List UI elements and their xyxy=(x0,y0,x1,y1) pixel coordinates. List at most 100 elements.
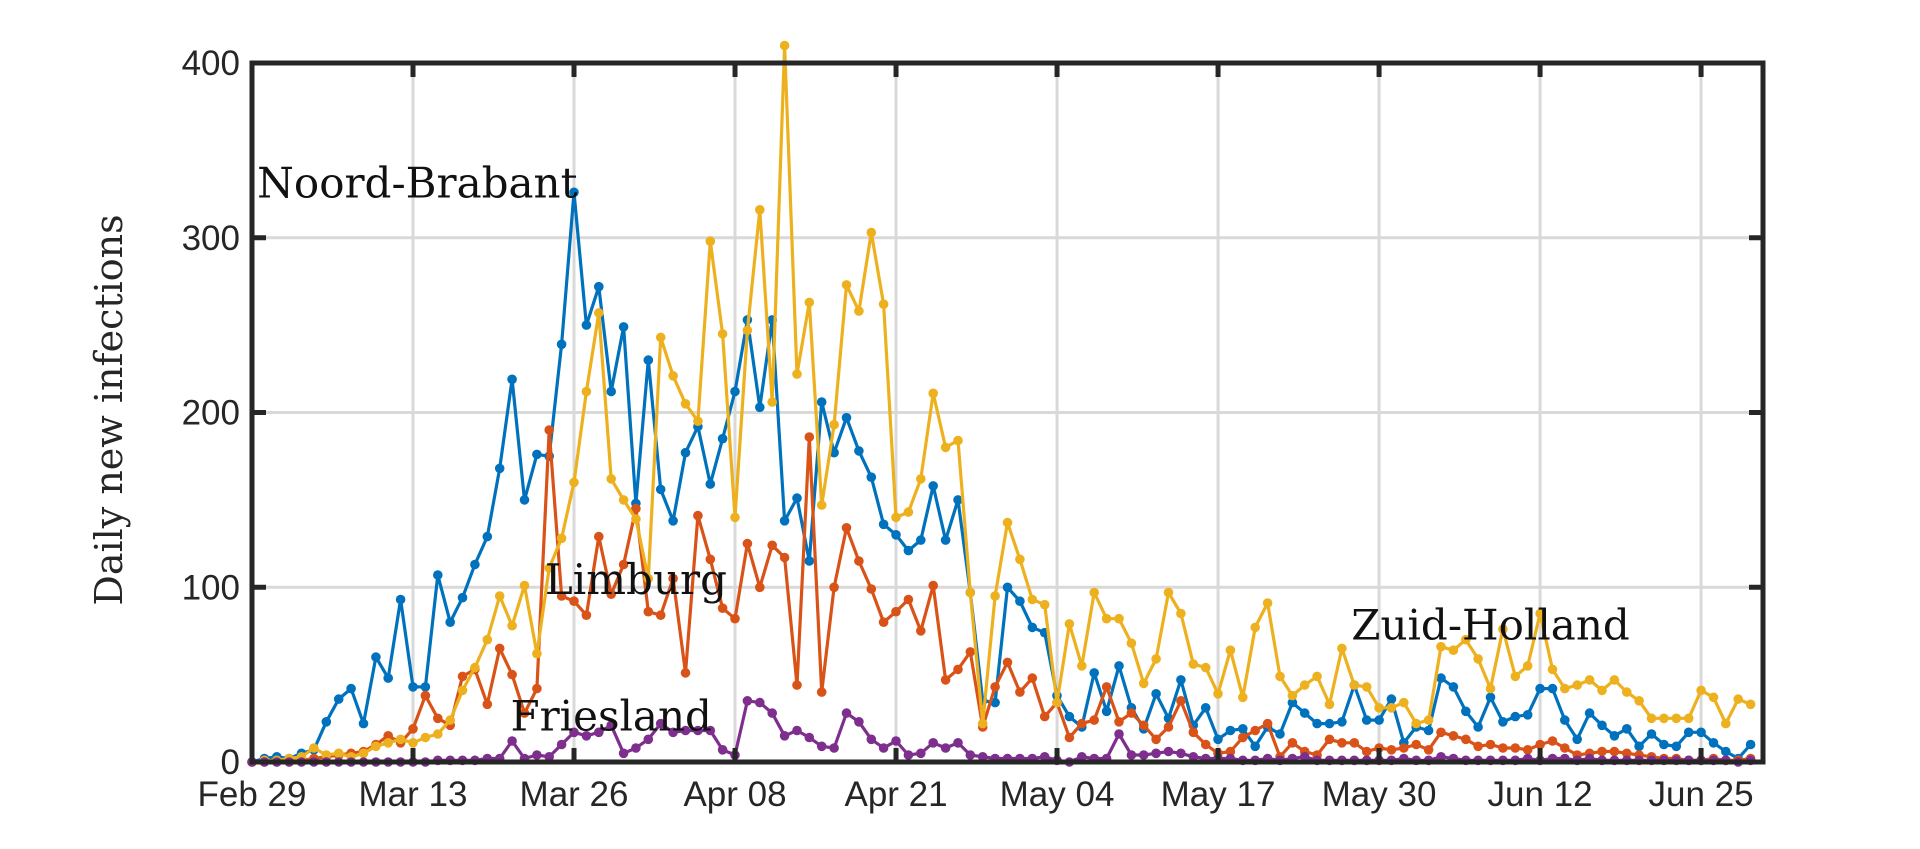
data-point xyxy=(928,580,938,591)
data-point xyxy=(705,554,716,565)
data-point xyxy=(829,582,839,593)
data-point xyxy=(507,620,517,631)
data-point xyxy=(1560,743,1570,753)
data-point xyxy=(1473,722,1483,732)
data-point xyxy=(1138,720,1149,731)
data-point xyxy=(1547,736,1558,746)
data-point xyxy=(668,371,678,381)
data-point xyxy=(358,748,369,759)
data-point xyxy=(841,523,852,533)
x-tick-label: Apr 21 xyxy=(844,775,947,814)
data-point xyxy=(1064,619,1075,629)
data-point xyxy=(1646,713,1657,724)
data-point xyxy=(866,734,877,745)
data-point xyxy=(779,552,790,563)
data-point xyxy=(1597,720,1607,731)
data-point xyxy=(643,606,654,617)
data-point xyxy=(1510,743,1521,753)
data-point xyxy=(1522,745,1533,755)
data-point xyxy=(816,397,827,407)
data-point xyxy=(1138,750,1149,760)
data-point xyxy=(903,545,914,556)
data-point xyxy=(866,472,877,483)
data-point xyxy=(1584,675,1595,685)
data-point xyxy=(990,697,1000,708)
data-point xyxy=(1089,587,1099,598)
data-point xyxy=(940,743,951,753)
data-point xyxy=(433,570,443,580)
data-point xyxy=(494,643,505,654)
data-point xyxy=(916,474,926,484)
data-point xyxy=(1213,689,1223,699)
data-point xyxy=(977,718,988,729)
data-point xyxy=(519,495,530,505)
data-point xyxy=(1461,734,1471,745)
data-point xyxy=(1101,613,1112,624)
y-tick-label: 100 xyxy=(182,568,240,607)
data-point xyxy=(841,708,852,718)
data-point xyxy=(618,559,629,570)
data-point xyxy=(1213,734,1223,745)
data-point xyxy=(891,530,901,540)
data-point xyxy=(1721,746,1731,757)
data-point xyxy=(705,725,716,736)
data-point xyxy=(878,617,889,627)
data-point xyxy=(507,736,517,746)
data-point xyxy=(1262,718,1273,729)
data-point xyxy=(594,308,604,318)
data-point xyxy=(1287,697,1298,708)
data-point xyxy=(668,573,678,584)
data-point xyxy=(1163,722,1174,732)
data-point xyxy=(1163,587,1174,598)
data-point xyxy=(1324,699,1335,710)
data-point xyxy=(594,531,604,542)
data-point xyxy=(779,731,790,741)
data-point xyxy=(1225,746,1236,757)
data-point xyxy=(1064,732,1075,743)
data-point xyxy=(1560,715,1570,725)
data-point xyxy=(1448,731,1459,741)
data-point xyxy=(829,419,839,430)
data-point xyxy=(569,187,579,198)
data-point xyxy=(544,425,554,435)
data-point xyxy=(457,592,468,603)
data-point xyxy=(519,580,530,591)
x-tick-label: May 30 xyxy=(1322,775,1437,814)
data-point xyxy=(1200,703,1211,713)
data-point xyxy=(1721,718,1731,729)
data-point xyxy=(1176,608,1186,619)
data-point xyxy=(532,449,542,460)
data-point xyxy=(1696,727,1706,738)
data-point xyxy=(1002,582,1013,593)
data-point xyxy=(1077,718,1087,729)
data-point xyxy=(643,355,654,365)
y-axis-label: Daily new infections xyxy=(87,214,131,605)
data-point xyxy=(606,720,616,731)
data-point xyxy=(618,322,629,332)
data-point xyxy=(1498,743,1508,753)
data-point xyxy=(1671,741,1682,752)
data-point xyxy=(1547,664,1558,675)
data-point xyxy=(816,500,827,510)
data-point xyxy=(804,556,815,566)
data-point xyxy=(742,325,753,336)
data-point xyxy=(408,724,418,734)
data-point xyxy=(1126,638,1137,648)
data-point xyxy=(420,682,431,692)
data-point xyxy=(1374,715,1384,725)
data-point xyxy=(792,725,802,736)
data-point xyxy=(1535,739,1545,750)
data-point xyxy=(953,495,963,505)
data-point xyxy=(1039,752,1050,762)
data-point xyxy=(544,752,554,762)
x-tick-label: May 17 xyxy=(1161,775,1276,814)
data-point xyxy=(482,531,493,542)
data-point xyxy=(532,648,542,659)
data-point xyxy=(1138,678,1149,689)
data-point xyxy=(841,412,852,423)
data-point xyxy=(1659,713,1669,724)
data-point xyxy=(792,680,802,690)
data-point xyxy=(804,297,815,308)
data-point xyxy=(755,205,765,215)
data-point xyxy=(916,535,926,545)
